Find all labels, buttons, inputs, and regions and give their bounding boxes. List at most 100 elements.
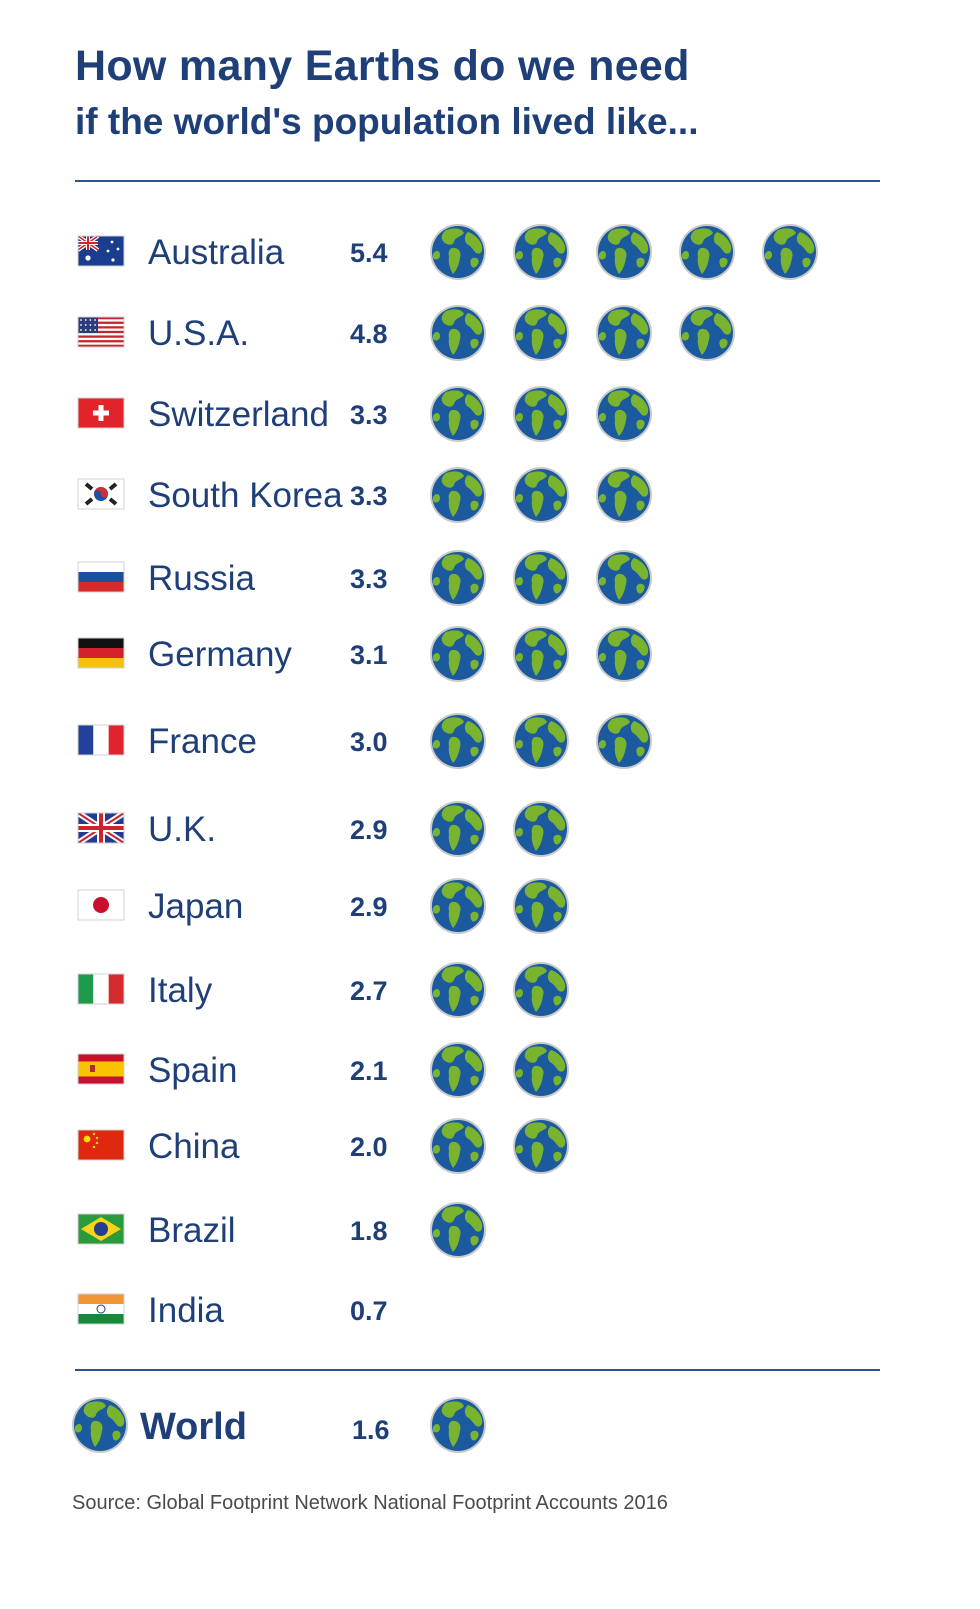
u-s-a-globe-icon	[596, 305, 652, 361]
top-divider	[75, 180, 880, 182]
france-globe-icon	[430, 713, 486, 769]
australia-flag	[76, 234, 125, 267]
south-korea-globe-icon	[430, 467, 486, 523]
switzerland-globe-icon	[513, 386, 569, 442]
russia-flag	[77, 561, 125, 593]
source-note: Source: Global Footprint Network Nationa…	[72, 1492, 668, 1514]
japan-partial-globe-icon	[596, 878, 647, 934]
south-korea-globe-icon	[513, 467, 569, 523]
country-label: Japan	[148, 887, 243, 926]
country-label: U.S.A.	[148, 314, 249, 353]
india-partial-globe-icon	[430, 1282, 470, 1338]
country-label: U.K.	[148, 810, 216, 849]
country-label: Italy	[148, 971, 213, 1010]
italy-globe-icon	[513, 962, 569, 1018]
brazil-globe-icon	[430, 1202, 486, 1258]
country-label: Australia	[148, 233, 285, 272]
australia-globe-icon	[679, 224, 735, 280]
world-value-label: 1.6	[352, 1415, 390, 1445]
value-label: 0.7	[350, 1296, 388, 1326]
value-label: 5.4	[350, 238, 388, 268]
value-label: 2.9	[350, 892, 388, 922]
brazil-partial-globe-icon	[513, 1202, 558, 1258]
country-row-south-korea: South Korea 3.3	[77, 467, 696, 523]
switzerland-partial-globe-icon	[679, 386, 696, 442]
u-s-a-globe-icon	[513, 305, 569, 361]
switzerland-globe-icon	[596, 386, 652, 442]
chart-title: How many Earths do we need	[75, 42, 690, 90]
chart-subtitle: if the world's population lived like...	[75, 101, 699, 142]
world-row: World 1.6	[72, 1397, 547, 1453]
china-globe-icon	[430, 1118, 486, 1174]
australia-globe-icon	[513, 224, 569, 280]
france-flag	[77, 724, 125, 756]
country-label: Switzerland	[148, 395, 329, 434]
value-label: 3.3	[350, 481, 388, 511]
country-row-france: France 3.0	[77, 713, 652, 769]
japan-flag	[77, 889, 125, 921]
country-label: Germany	[148, 635, 292, 674]
china-flag	[77, 1129, 125, 1161]
china-globe-icon	[513, 1118, 569, 1174]
world-label: World	[140, 1406, 247, 1448]
switzerland-flag	[77, 397, 125, 429]
u-s-a-globe-icon	[430, 305, 486, 361]
value-label: 3.0	[350, 727, 388, 757]
u-s-a-globe-icon	[679, 305, 735, 361]
australia-partial-globe-icon	[845, 224, 868, 280]
country-row-russia: Russia 3.3	[77, 550, 696, 606]
russia-partial-globe-icon	[679, 550, 696, 606]
value-label: 2.1	[350, 1056, 388, 1086]
country-label: Spain	[148, 1051, 238, 1090]
value-label: 3.3	[350, 400, 388, 430]
country-row-india: India 0.7	[77, 1282, 470, 1338]
country-row-u-s-a: U.S.A. 4.8	[77, 305, 807, 361]
value-label: 3.1	[350, 640, 388, 670]
value-label: 3.3	[350, 564, 388, 594]
south-korea-partial-globe-icon	[679, 467, 696, 523]
country-row-spain: Spain 2.1	[77, 1042, 602, 1098]
usa-flag	[77, 316, 125, 348]
u-s-a-partial-globe-icon	[762, 305, 807, 361]
spain-globe-icon	[513, 1042, 569, 1098]
india-flag	[77, 1293, 125, 1325]
value-label: 1.8	[350, 1216, 388, 1246]
spain-flag	[77, 1053, 125, 1085]
country-row-switzerland: Switzerland 3.3	[77, 386, 696, 442]
south-korea-globe-icon	[596, 467, 652, 523]
value-label: 2.0	[350, 1132, 388, 1162]
bottom-divider	[75, 1369, 880, 1371]
italy-partial-globe-icon	[596, 962, 636, 1018]
japan-globe-icon	[513, 878, 569, 934]
u-k-globe-icon	[513, 801, 569, 857]
russia-globe-icon	[430, 550, 486, 606]
germany-flag	[77, 637, 125, 669]
france-globe-icon	[513, 713, 569, 769]
japan-globe-icon	[430, 878, 486, 934]
country-label: South Korea	[148, 476, 343, 515]
value-label: 4.8	[350, 319, 388, 349]
france-globe-icon	[596, 713, 652, 769]
country-row-brazil: Brazil 1.8	[77, 1202, 558, 1258]
u-k-partial-globe-icon	[596, 801, 647, 857]
germany-partial-globe-icon	[679, 626, 685, 682]
world-partial-globe-icon	[513, 1397, 547, 1453]
germany-globe-icon	[430, 626, 486, 682]
russia-globe-icon	[596, 550, 652, 606]
country-label: France	[148, 722, 257, 761]
australia-globe-icon	[596, 224, 652, 280]
u-k-globe-icon	[430, 801, 486, 857]
italy-flag	[77, 973, 125, 1005]
country-label: Brazil	[148, 1211, 236, 1250]
country-row-germany: Germany 3.1	[77, 626, 685, 682]
australia-globe-icon	[430, 224, 486, 280]
spain-globe-icon	[430, 1042, 486, 1098]
russia-globe-icon	[513, 550, 569, 606]
country-label: China	[148, 1127, 240, 1166]
brazil-flag	[77, 1213, 125, 1245]
uk-flag	[76, 810, 126, 846]
value-label: 2.7	[350, 976, 388, 1006]
country-label: Russia	[148, 559, 256, 598]
world-globe-icon	[430, 1397, 486, 1453]
